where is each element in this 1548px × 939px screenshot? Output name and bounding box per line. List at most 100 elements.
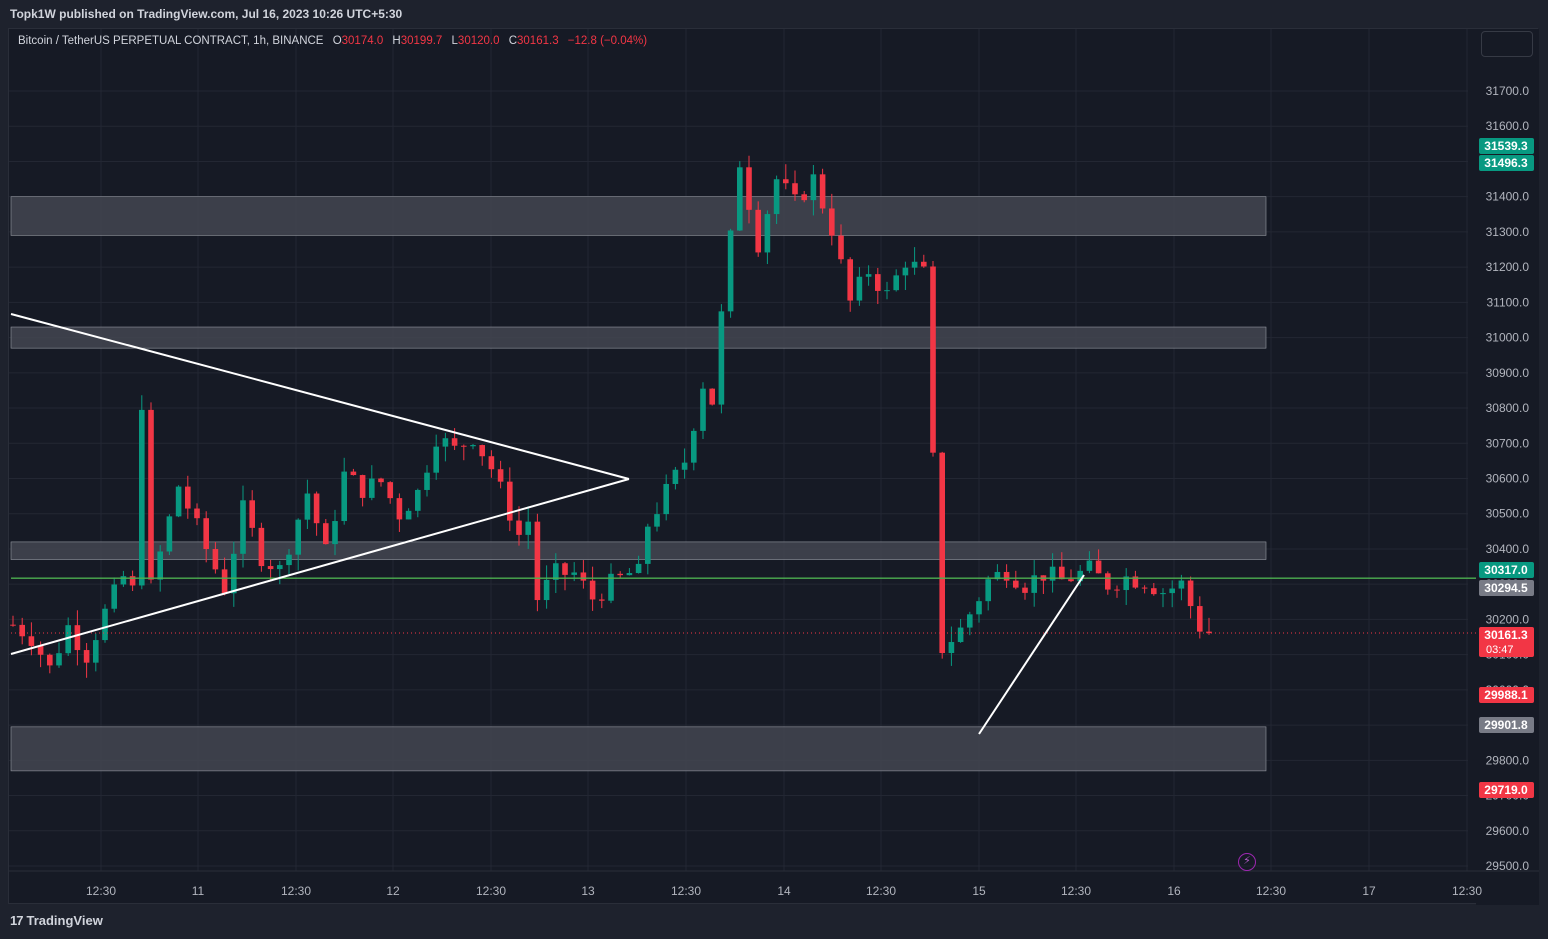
candle-body [28,636,35,646]
candle-body [378,478,384,483]
candle-body [157,551,163,580]
candle-body [37,645,44,655]
candle-body [304,493,311,520]
price-badge [1479,717,1534,733]
candle-body [1031,575,1037,593]
candle-body [1160,593,1166,595]
candle-body [626,573,633,576]
candle-body [65,625,71,654]
candle-body [1169,588,1175,594]
flash-icon[interactable]: ⚡ [1238,853,1256,871]
publisher-text: Topk1W published on TradingView.com, Jul… [10,7,403,21]
price-tick-label: 31600.0 [1486,119,1530,133]
price-badge-label: 29988.1 [1484,688,1528,702]
time-tick-label: 12:30 [476,884,506,898]
candle-body [847,259,853,301]
candle-body [580,572,587,581]
symbol-title[interactable]: Bitcoin / TetherUS PERPETUAL CONTRACT, 1… [18,35,324,47]
candle-body [700,388,706,431]
chart-pane[interactable]: 29500.029600.029700.029800.029900.030000… [8,28,1539,905]
candle-body [424,472,430,490]
candle-body [313,493,320,524]
candle-body [120,576,127,585]
price-badge-label: 29901.8 [1484,718,1528,732]
price-tick-label: 31200.0 [1486,260,1530,274]
candle-body [709,388,715,405]
trend-line [10,313,630,480]
candle-body [1178,580,1185,589]
candle-body [148,409,154,580]
symbol-legend: Bitcoin / TetherUS PERPETUAL CONTRACT, 1… [18,35,647,47]
candle-body [102,608,108,641]
candle-body [976,601,982,615]
low-value: 30120.0 [457,35,500,47]
time-tick-label: 12:30 [1256,884,1286,898]
candle-body [635,563,642,574]
candle-body [608,573,614,601]
candle-body [1114,589,1120,591]
candle-body [1013,580,1019,588]
trend-line [978,574,1085,735]
candle-body [672,469,679,484]
candle-body [553,563,559,580]
candle-body [746,167,752,210]
countdown-label: 03:47 [1486,644,1514,656]
candle-body [884,290,890,292]
time-tick-label: 12:30 [1452,884,1482,898]
time-tick-label: 15 [972,884,986,898]
candle-body [967,614,973,628]
candle-body [341,471,347,522]
price-tick-label: 30600.0 [1486,472,1530,486]
candle-body [571,572,577,575]
candle-body [792,183,798,195]
price-tick-label: 31400.0 [1486,190,1530,204]
candle-body [470,445,476,447]
candle-body [93,640,99,663]
candle-body [755,209,761,253]
support-resistance-zone [10,726,1267,772]
time-tick-label: 17 [1362,884,1376,898]
candle-body [543,579,550,601]
price-tick-label: 31300.0 [1486,225,1530,239]
candle-body [875,274,881,291]
candle-body [1095,560,1102,574]
candle-body [589,580,596,600]
candle-body [801,194,807,201]
candle-body [939,452,945,654]
candle-body [562,563,568,575]
open-label: O [332,35,342,47]
candle-body [47,654,53,666]
candle-body [10,624,16,626]
candle-body [461,445,467,447]
candle-body [369,478,375,498]
time-tick-label: 12:30 [671,884,701,898]
candle-body [249,500,255,528]
candle-body [516,520,522,535]
price-tick-label: 29600.0 [1486,824,1530,838]
candle-body [111,584,117,609]
candle-body [930,266,936,453]
trend-line [10,478,630,655]
time-tick-label: 12 [386,884,400,898]
candle-body [1022,587,1028,593]
time-tick-label: 16 [1167,884,1181,898]
candle-body [1049,566,1056,581]
chart-canvas[interactable]: 29500.029600.029700.029800.029900.030000… [9,29,1539,905]
price-tick-label: 30900.0 [1486,366,1530,380]
tradingview-logo[interactable]: 17 TradingView [10,913,103,928]
price-tick-label: 30800.0 [1486,401,1530,415]
price-tick-label: 30200.0 [1486,612,1530,626]
candle-body [994,571,1001,580]
candle-body [267,566,274,570]
high-value: 30199.7 [400,35,443,47]
candle-body [663,483,669,515]
candle-body [921,261,927,267]
candle-body [332,521,338,545]
change-value: −12.8 (−0.04%) [567,35,648,47]
price-axis-settings-button[interactable] [1481,31,1533,57]
candle-body [175,486,182,517]
candle-body [433,446,439,473]
price-badge [1479,687,1534,703]
high-label: H [392,35,401,47]
price-tick-label: 31100.0 [1487,295,1530,309]
